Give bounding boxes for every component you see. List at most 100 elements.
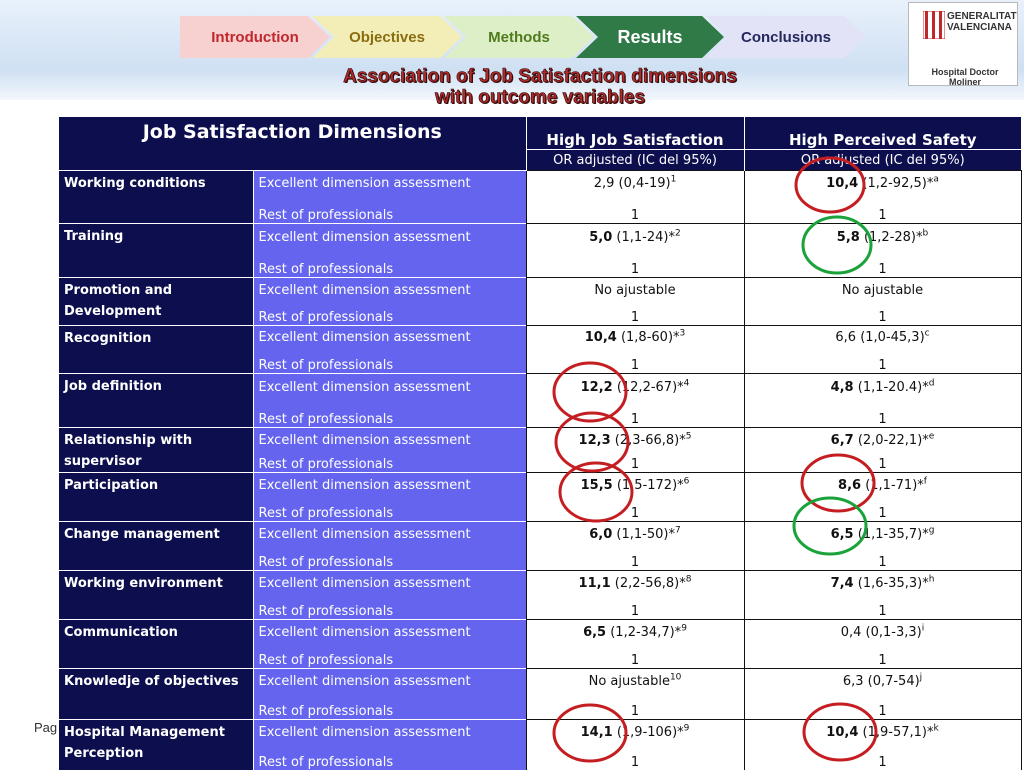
nav-objectives[interactable]: Objectives xyxy=(312,16,462,58)
category-rest: Rest of professionals xyxy=(253,302,526,326)
perceived-safety-or-ci: (1,2-28)* xyxy=(860,230,923,245)
header-high-job-satisfaction: High Job Satisfaction xyxy=(526,117,744,150)
job-satisfaction-or: No ajustable xyxy=(526,278,744,303)
perceived-safety-reference: 1 xyxy=(744,251,1021,278)
category-excellent: Excellent dimension assessment xyxy=(253,428,526,453)
perceived-safety-reference: 1 xyxy=(744,595,1021,620)
category-excellent: Excellent dimension assessment xyxy=(253,278,526,303)
logo-hospital-name: Hospital Doctor Moliner xyxy=(915,67,1015,87)
nav-conclusions-label: Conclusions xyxy=(741,29,831,46)
job-satisfaction-or-ci: No ajustable xyxy=(589,674,670,689)
category-excellent: Excellent dimension assessment xyxy=(253,620,526,645)
job-satisfaction-or-ci: (2,3-66,8)* xyxy=(611,433,686,448)
perceived-safety-footnote: b xyxy=(923,229,929,239)
category-rest: Rest of professionals xyxy=(253,349,526,374)
job-satisfaction-footnote: 7 xyxy=(675,525,681,535)
perceived-safety-footnote: k xyxy=(933,723,938,733)
perceived-safety-reference: 1 xyxy=(744,401,1021,428)
category-rest: Rest of professionals xyxy=(253,498,526,522)
category-excellent: Excellent dimension assessment xyxy=(253,473,526,499)
category-excellent: Excellent dimension assessment xyxy=(253,326,526,350)
nav-introduction-label: Introduction xyxy=(211,29,298,46)
job-satisfaction-footnote: 5 xyxy=(686,431,692,441)
perceived-safety-or-ci: (1,2-92,5)* xyxy=(858,176,933,191)
job-satisfaction-reference: 1 xyxy=(526,302,744,326)
perceived-safety-footnote: e xyxy=(929,431,935,441)
job-satisfaction-footnote: 9 xyxy=(684,723,690,733)
category-excellent: Excellent dimension assessment xyxy=(253,720,526,745)
job-satisfaction-or-value: 11,1 xyxy=(579,576,611,591)
dimension-label: Promotion and Development xyxy=(59,278,253,326)
nav-results[interactable]: Results xyxy=(576,16,724,58)
category-excellent: Excellent dimension assessment xyxy=(253,374,526,402)
perceived-safety-or: 6,6 (1,0-45,3)c xyxy=(744,326,1021,350)
category-rest: Rest of professionals xyxy=(253,251,526,278)
perceived-safety-reference: 1 xyxy=(744,644,1021,669)
slide-title-line1: Association of Job Satisfaction dimensio… xyxy=(260,66,820,87)
logo-wordmark: GENERALITAT VALENCIANA xyxy=(947,11,1017,33)
perceived-safety-or-ci: 6,3 (0,7-54) xyxy=(843,674,920,689)
perceived-safety-reference: 1 xyxy=(744,546,1021,571)
category-rest: Rest of professionals xyxy=(253,693,526,720)
job-satisfaction-footnote: 10 xyxy=(670,672,681,682)
perceived-safety-reference: 1 xyxy=(744,744,1021,770)
category-rest: Rest of professionals xyxy=(253,401,526,428)
job-satisfaction-or: 6,0 (1,1-50)*7 xyxy=(526,522,744,547)
job-satisfaction-reference: 1 xyxy=(526,196,744,224)
category-excellent: Excellent dimension assessment xyxy=(253,171,526,197)
perceived-safety-reference: 1 xyxy=(744,498,1021,522)
dimension-label: Recognition xyxy=(59,326,253,374)
perceived-safety-or-value: 6,5 xyxy=(831,527,854,542)
perceived-safety-footnote: a xyxy=(933,175,939,185)
perceived-safety-or: 6,7 (2,0-22,1)*e xyxy=(744,428,1021,453)
job-satisfaction-or-ci: No ajustable xyxy=(594,283,675,298)
perceived-safety-or-ci: (1,1-35,7)* xyxy=(854,527,929,542)
category-rest: Rest of professionals xyxy=(253,644,526,669)
nav-methods[interactable]: Methods xyxy=(444,16,594,58)
job-satisfaction-or-value: 12,3 xyxy=(579,433,611,448)
perceived-safety-or-ci: (1,9-57,1)* xyxy=(858,725,933,740)
dimension-label: Knowledje of objectives xyxy=(59,669,253,720)
perceived-safety-or-ci: (1,1-71)* xyxy=(861,478,924,493)
perceived-safety-footnote: j xyxy=(920,672,923,682)
dimension-label: Working environment xyxy=(59,571,253,620)
perceived-safety-footnote: h xyxy=(929,574,935,584)
perceived-safety-or-value: 10,4 xyxy=(826,176,858,191)
job-satisfaction-reference: 1 xyxy=(526,349,744,374)
nav-introduction[interactable]: Introduction xyxy=(180,16,330,58)
job-satisfaction-or-ci: (2,2-56,8)* xyxy=(611,576,686,591)
dimension-label: Change management xyxy=(59,522,253,571)
nav-conclusions[interactable]: Conclusions xyxy=(706,16,866,58)
job-satisfaction-or: 14,1 (1,9-106)*9 xyxy=(526,720,744,745)
results-table: Job Satisfaction Dimensions High Job Sat… xyxy=(59,117,1022,770)
category-rest: Rest of professionals xyxy=(253,453,526,473)
perceived-safety-reference: 1 xyxy=(744,196,1021,224)
job-satisfaction-reference: 1 xyxy=(526,498,744,522)
job-satisfaction-reference: 1 xyxy=(526,595,744,620)
header-high-perceived-safety: High Perceived Safety xyxy=(744,117,1021,150)
perceived-safety-footnote: i xyxy=(922,623,925,633)
perceived-safety-footnote: f xyxy=(924,477,927,487)
perceived-safety-footnote: c xyxy=(925,329,930,339)
perceived-safety-or-ci: (1,6-35,3)* xyxy=(854,576,929,591)
job-satisfaction-or-ci: (12,2-67)* xyxy=(613,380,684,395)
job-satisfaction-or: 10,4 (1,8-60)*3 xyxy=(526,326,744,350)
perceived-safety-reference: 1 xyxy=(744,349,1021,374)
job-satisfaction-or-ci: (1,9-106)* xyxy=(613,725,684,740)
section-nav: Introduction Objectives Methods Results … xyxy=(180,16,870,58)
perceived-safety-or: 7,4 (1,6-35,3)*h xyxy=(744,571,1021,596)
perceived-safety-or-ci: 6,6 (1,0-45,3) xyxy=(835,330,924,345)
category-rest: Rest of professionals xyxy=(253,196,526,224)
perceived-safety-footnote: g xyxy=(929,525,935,535)
perceived-safety-or-value: 7,4 xyxy=(831,576,854,591)
slide-title-line2: with outcome variables xyxy=(260,87,820,108)
job-satisfaction-or-value: 6,5 xyxy=(583,625,606,640)
perceived-safety-or: 4,8 (1,1-20.4)*d xyxy=(744,374,1021,402)
job-satisfaction-or: 15,5 (1,5-172)*6 xyxy=(526,473,744,499)
